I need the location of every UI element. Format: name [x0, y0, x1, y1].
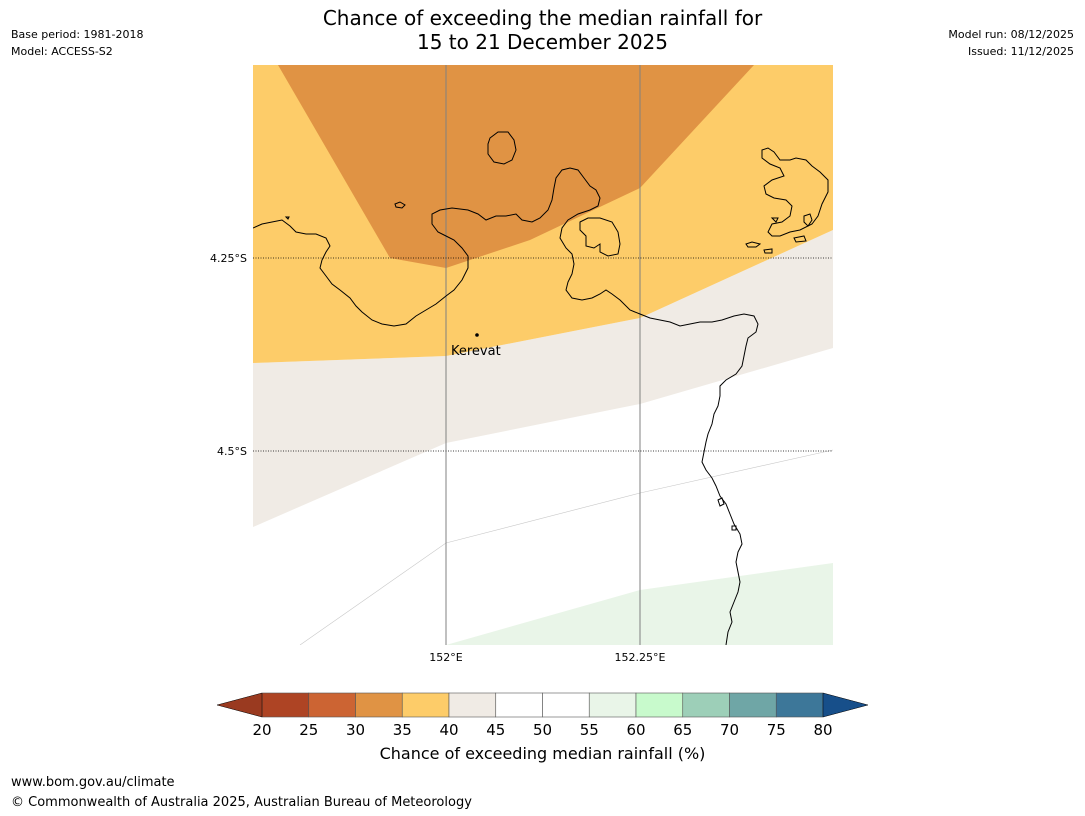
colorbar: 20 25 30 35 40 45 50 55 60 65 70 75 80	[216, 692, 869, 739]
colorbar-cell	[542, 692, 590, 718]
meta-right: Model run: 08/12/2025 Issued: 11/12/2025	[948, 26, 1074, 60]
colorbar-cell	[588, 692, 637, 718]
colorbar-cell	[401, 692, 450, 718]
map-panel[interactable]: Kerevat 4.25°S 4.5°S 152°E 152.25°E	[0, 0, 1085, 690]
colorbar-tick-label: 30	[346, 721, 365, 739]
colorbar-tick-label: 35	[393, 721, 412, 739]
base-period: Base period: 1981-2018	[11, 28, 144, 41]
coast-islet-small-2	[284, 216, 290, 220]
coast-islet-east-1	[745, 241, 762, 248]
colorbar-ticks: 20 25 30 35 40 45 50 55 60 65 70 75 80	[252, 721, 832, 739]
map-title: Chance of exceeding the median rainfall …	[0, 6, 1085, 54]
colorbar-cell	[261, 692, 310, 718]
issued-date: Issued: 11/12/2025	[967, 45, 1074, 58]
colorbar-tick-label: 65	[673, 721, 692, 739]
copyright-text: © Commonwealth of Australia 2025, Austra…	[11, 795, 472, 810]
lat-label-4-5: 4.5°S	[217, 445, 247, 458]
kerevat-label: Kerevat	[451, 344, 501, 359]
coastlines	[253, 131, 829, 645]
coast-islet-south-2	[731, 525, 737, 531]
title-line-1: Chance of exceeding the median rainfall …	[322, 6, 763, 30]
colorbar-tick-label: 50	[533, 721, 552, 739]
colorbar-cell	[775, 692, 824, 718]
colorbar-tick-label: 70	[720, 721, 739, 739]
coast-islet-north	[487, 131, 517, 165]
coast-mainland-north	[253, 167, 759, 645]
coast-duke-of-york	[579, 217, 621, 257]
colorbar-cells	[261, 692, 824, 718]
coast-islet-east-3	[793, 235, 807, 243]
website-link[interactable]: www.bom.gov.au/climate	[11, 775, 175, 790]
lon-label-152-25: 152.25°E	[615, 651, 666, 664]
colorbar-tick-label: 20	[252, 721, 271, 739]
lat-label-4-25: 4.25°S	[210, 252, 247, 265]
colorbar-label: Chance of exceeding median rainfall (%)	[379, 744, 706, 763]
colorbar-under-arrow	[216, 692, 263, 718]
title-line-2: 15 to 21 December 2025	[416, 30, 668, 54]
meta-left: Base period: 1981-2018 Model: ACCESS-S2	[11, 26, 143, 60]
colorbar-cell	[448, 692, 497, 718]
contour-line-1	[299, 449, 833, 645]
colorbar-cell	[308, 692, 356, 718]
region-25-30	[278, 65, 754, 268]
model-run: Model run: 08/12/2025	[948, 28, 1074, 41]
kerevat-marker[interactable]	[475, 333, 479, 337]
colorbar-cell	[635, 692, 684, 718]
coast-islet-east-2	[763, 248, 773, 254]
lon-label-152: 152°E	[429, 651, 462, 664]
graticule	[253, 65, 833, 645]
coast-new-ireland	[761, 147, 829, 237]
colorbar-cell	[495, 692, 543, 718]
colorbar-tick-label: 40	[439, 721, 458, 739]
coast-islet-small-1	[394, 201, 406, 209]
model-name: Model: ACCESS-S2	[11, 45, 113, 58]
colorbar-cell	[682, 692, 730, 718]
colorbar-tick-label: 25	[299, 721, 318, 739]
colorbar-cell	[729, 692, 777, 718]
coast-islet-east-5	[770, 217, 779, 223]
colorbar-tick-label: 55	[580, 721, 599, 739]
forecast-shading	[253, 65, 833, 645]
colorbar-over-arrow	[822, 692, 869, 718]
colorbar-tick-label: 80	[813, 721, 832, 739]
region-40-45	[253, 230, 833, 527]
colorbar-tick-label: 75	[767, 721, 786, 739]
coast-islet-east-4	[803, 213, 813, 227]
colorbar-tick-label: 60	[626, 721, 645, 739]
colorbar-cell	[355, 692, 403, 718]
coast-islet-south-1	[717, 497, 725, 507]
colorbar-tick-label: 45	[486, 721, 505, 739]
